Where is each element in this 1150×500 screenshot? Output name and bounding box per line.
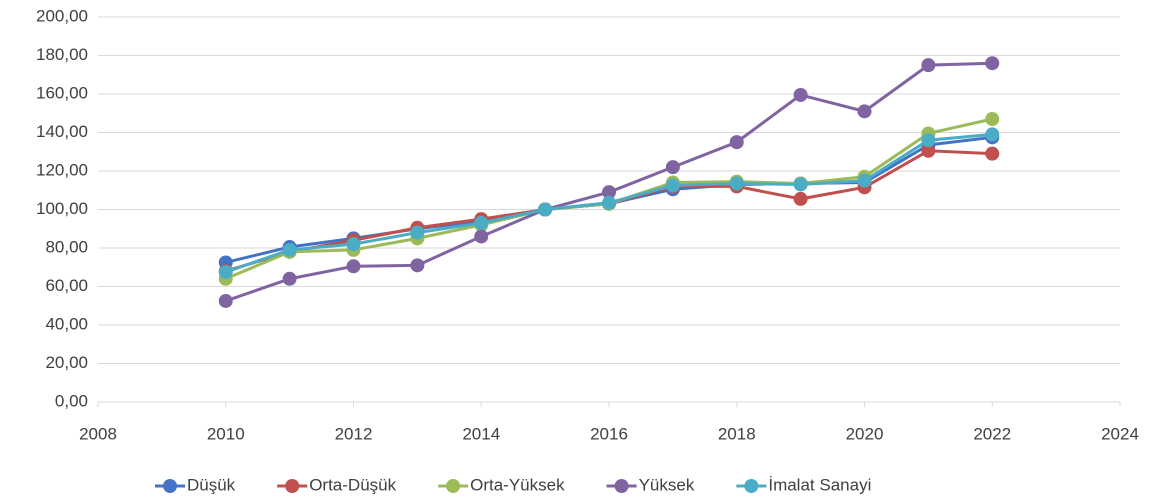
data-point	[729, 176, 744, 191]
legend-label: İmalat Sanayi	[768, 475, 871, 494]
data-point	[282, 271, 297, 286]
data-point	[346, 259, 361, 274]
data-point	[985, 56, 1000, 71]
data-point	[857, 104, 872, 119]
data-point	[985, 146, 1000, 161]
legend-marker	[744, 479, 759, 493]
y-tick-label: 0,00	[55, 391, 88, 410]
legend-label: Orta-Düşük	[309, 475, 396, 494]
x-tick-label: 2016	[590, 424, 628, 443]
legend-label: Orta-Yüksek	[470, 475, 565, 494]
data-point	[346, 237, 361, 252]
y-tick-label: 160,00	[36, 83, 88, 102]
data-point	[538, 202, 553, 217]
data-point	[793, 177, 808, 192]
legend-marker	[614, 479, 629, 493]
x-tick-label: 2024	[1101, 424, 1139, 443]
data-point	[665, 160, 680, 175]
data-point	[602, 185, 616, 200]
x-tick-label: 2014	[462, 424, 500, 443]
data-point	[857, 173, 872, 188]
data-point	[793, 87, 808, 102]
y-tick-label: 80,00	[45, 237, 88, 256]
data-point	[410, 225, 425, 240]
data-point	[921, 143, 936, 158]
data-point	[985, 127, 1000, 142]
y-tick-label: 200,00	[36, 6, 88, 25]
data-point	[921, 133, 936, 148]
data-point	[282, 242, 297, 257]
y-tick-label: 20,00	[45, 353, 88, 372]
data-point	[474, 229, 489, 244]
data-point	[665, 178, 680, 193]
x-tick-label: 2020	[846, 424, 884, 443]
legend-marker	[446, 479, 461, 493]
y-tick-label: 120,00	[36, 160, 88, 179]
data-point	[474, 215, 489, 230]
data-point	[410, 258, 425, 273]
y-tick-label: 40,00	[45, 314, 88, 333]
series-line	[225, 61, 993, 303]
legend-marker	[163, 479, 177, 493]
data-point	[793, 191, 808, 206]
data-point	[218, 293, 233, 308]
data-point	[921, 58, 936, 73]
data-point	[729, 135, 744, 150]
data-point	[602, 195, 616, 210]
y-tick-label: 100,00	[36, 199, 88, 218]
legend-marker	[285, 479, 300, 493]
x-tick-label: 2018	[718, 424, 756, 443]
legend-label: Düşük	[187, 475, 236, 494]
legend-label: Yüksek	[639, 475, 695, 494]
y-tick-label: 140,00	[36, 122, 88, 141]
x-tick-label: 2010	[207, 424, 245, 443]
data-point	[218, 265, 233, 280]
y-tick-label: 60,00	[45, 276, 88, 295]
data-point	[985, 112, 1000, 127]
y-tick-label: 180,00	[36, 45, 88, 64]
x-tick-label: 2022	[973, 424, 1011, 443]
x-tick-label: 2012	[335, 424, 373, 443]
x-tick-label: 2008	[79, 424, 117, 443]
